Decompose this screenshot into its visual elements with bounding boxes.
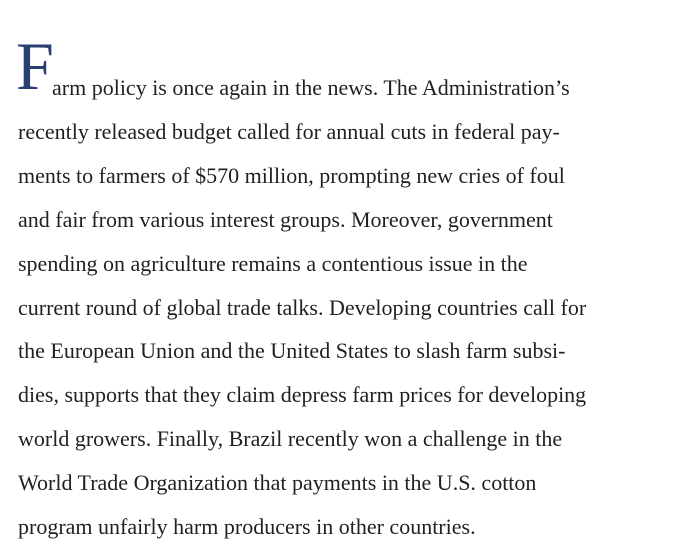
text-line: world growers. Finally, Brazil recently … <box>18 426 563 452</box>
drop-cap: F <box>16 28 54 104</box>
text-line: current round of global trade talks. Dev… <box>18 294 587 320</box>
text-line: spending on agriculture remains a conten… <box>18 250 528 276</box>
text-line: World Trade Organization that payments i… <box>18 470 537 496</box>
text-line: program unfairly harm producers in other… <box>18 514 476 539</box>
text-line: ments to farmers of $570 million, prompt… <box>18 162 565 188</box>
text-line: the European Union and the United States… <box>18 338 566 364</box>
text-line: dies, supports that they claim depress f… <box>18 382 587 408</box>
text-line: recently released budget called for annu… <box>18 118 560 144</box>
text-line: arm policy is once again in the news. Th… <box>52 75 570 100</box>
text-line: and fair from various interest groups. M… <box>18 206 553 232</box>
